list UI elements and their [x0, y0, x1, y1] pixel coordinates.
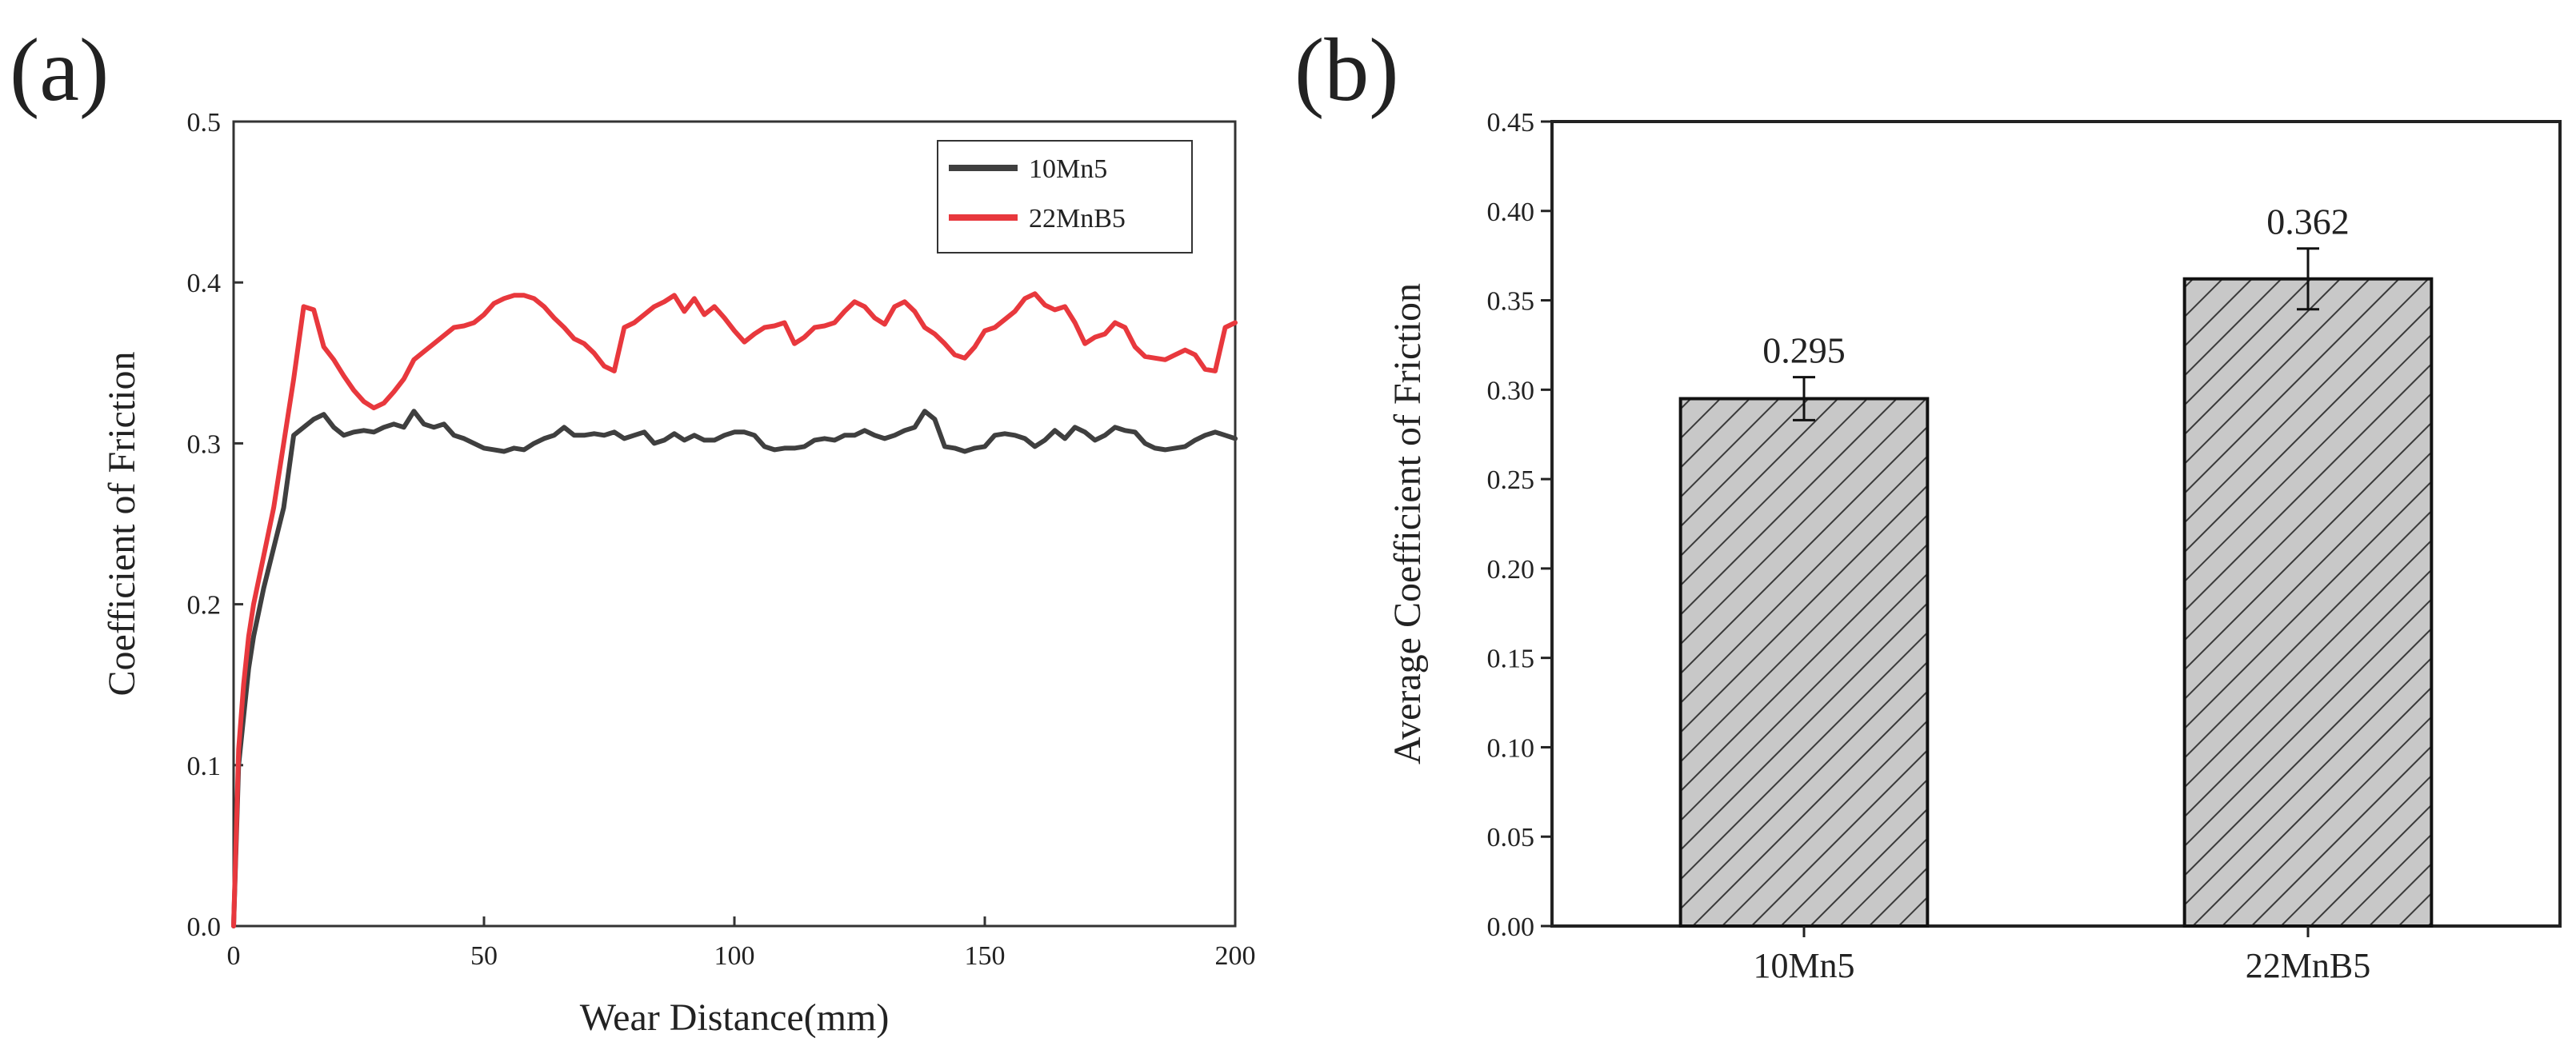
- series-line-22mnb5: [231, 291, 1238, 928]
- bar-10mn5: [1678, 397, 1930, 928]
- line-x-tick-label: 150: [965, 941, 1006, 971]
- line-legend: 10Mn5 22MnB5: [937, 140, 1193, 254]
- line-x-tick-label: 100: [714, 941, 755, 971]
- bar-y-tick-label: 0.15: [1487, 645, 1535, 674]
- line-chart: 0.0 0.1 0.2 0.3 0.4 0.5 0 50 100 150 200 Wear Dis…: [101, 108, 1256, 1039]
- line-y-ticks: 0.0 0.1 0.2 0.3 0.4 0.5: [187, 108, 243, 942]
- legend-label-22mnb5: 22MnB5: [1029, 204, 1126, 234]
- line-y-tick-label: 0.2: [187, 591, 222, 621]
- bar-y-tick-label: 0.05: [1487, 823, 1535, 852]
- line-y-tick-label: 0.4: [187, 269, 222, 298]
- bar-y-tick-label: 0.35: [1487, 287, 1535, 317]
- bar-value-label: 0.295: [1762, 330, 1846, 371]
- bar-category-label: 10Mn5: [1753, 946, 1854, 985]
- panel-a-label: (a): [10, 21, 109, 120]
- line-y-tick-label: 0.1: [187, 752, 222, 781]
- bar-y-axis-title: Average Coefficient of Friction: [1386, 283, 1429, 765]
- line-x-tick-label: 50: [470, 941, 498, 971]
- line-x-axis-title: Wear Distance(mm): [580, 996, 890, 1039]
- line-legend-box: [937, 140, 1193, 254]
- bar-y-tick-label: 0.45: [1487, 108, 1535, 138]
- bar-y-ticks: 0.00 0.05 0.10 0.15 0.20 0.25 0.30 0.35 0.40 0.45: [1487, 108, 1552, 942]
- bar-value-label: 0.362: [2266, 202, 2350, 242]
- bar-category-label: 22MnB5: [2246, 946, 2370, 985]
- bar-group: 0.295 10Mn5 0.362 22MnB5: [1678, 202, 2434, 985]
- line-y-axis-title: Coefficient of Friction: [101, 351, 143, 696]
- bar-y-tick-label: 0.30: [1487, 376, 1535, 405]
- bar-y-tick-label: 0.40: [1487, 198, 1535, 227]
- bar-22mnb5: [2182, 277, 2434, 928]
- line-y-tick-label: 0.3: [187, 429, 222, 459]
- line-y-tick-label: 0.5: [187, 108, 222, 138]
- line-y-tick-label: 0.0: [187, 912, 222, 942]
- panel-b-label: (b): [1294, 21, 1399, 120]
- bar-y-tick-label: 0.25: [1487, 465, 1535, 495]
- line-x-tick-label: 0: [227, 941, 241, 971]
- bar-chart: 0.00 0.05 0.10 0.15 0.20 0.25 0.30 0.35 0.40 0.45…: [1386, 108, 2562, 985]
- line-x-tick-label: 200: [1215, 941, 1256, 971]
- bar-y-tick-label: 0.20: [1487, 555, 1535, 585]
- line-series-group: [231, 291, 1238, 928]
- bar-y-tick-label: 0.10: [1487, 733, 1535, 763]
- line-x-ticks: 0 50 100 150 200: [227, 916, 1256, 971]
- bar-y-tick-label: 0.00: [1487, 912, 1535, 942]
- series-line-10mn5: [231, 409, 1238, 928]
- legend-label-10mn5: 10Mn5: [1029, 154, 1107, 184]
- bar-plot-frame: [1550, 120, 2562, 928]
